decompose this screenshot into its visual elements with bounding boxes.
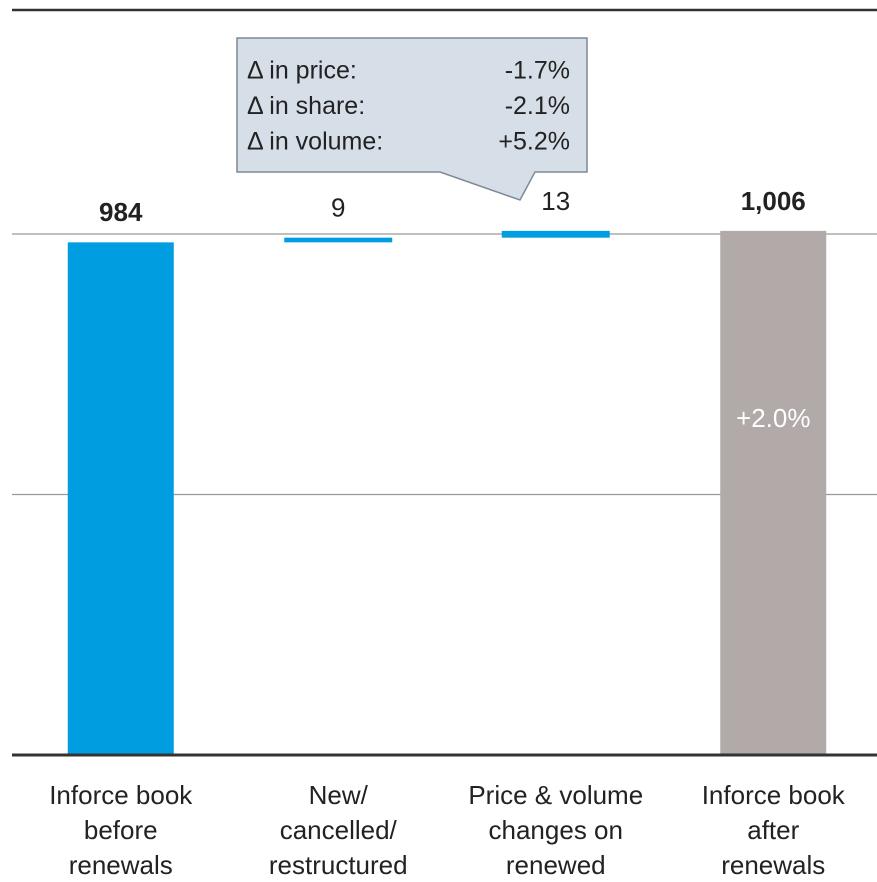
- x-tick-label: Price & volume changes on renewed: [468, 780, 643, 880]
- x-tick-label: New/cancelled/restructured: [269, 780, 408, 880]
- bar: [284, 237, 393, 243]
- bar: [67, 242, 174, 756]
- callout-label: Δ in volume:: [247, 128, 383, 156]
- callout-label: Δ in share:: [247, 92, 365, 120]
- callout-value: -1.7%: [505, 57, 570, 85]
- callout-box: [236, 37, 588, 201]
- value-label: 13: [541, 186, 570, 216]
- callout-value: -2.1%: [505, 92, 570, 120]
- value-label: 9: [331, 193, 345, 223]
- callout-value: +5.2%: [498, 128, 570, 156]
- value-label: 984: [99, 197, 143, 227]
- bar-annotation: +2.0%: [736, 403, 810, 433]
- value-label: 1,006: [741, 186, 806, 216]
- x-tick-label: Inforce book after renewals: [702, 780, 846, 880]
- callout-label: Δ in price:: [247, 57, 357, 85]
- x-tick-label: Inforce book before renewals: [49, 780, 193, 880]
- bar: [501, 230, 610, 238]
- bar: [720, 230, 827, 755]
